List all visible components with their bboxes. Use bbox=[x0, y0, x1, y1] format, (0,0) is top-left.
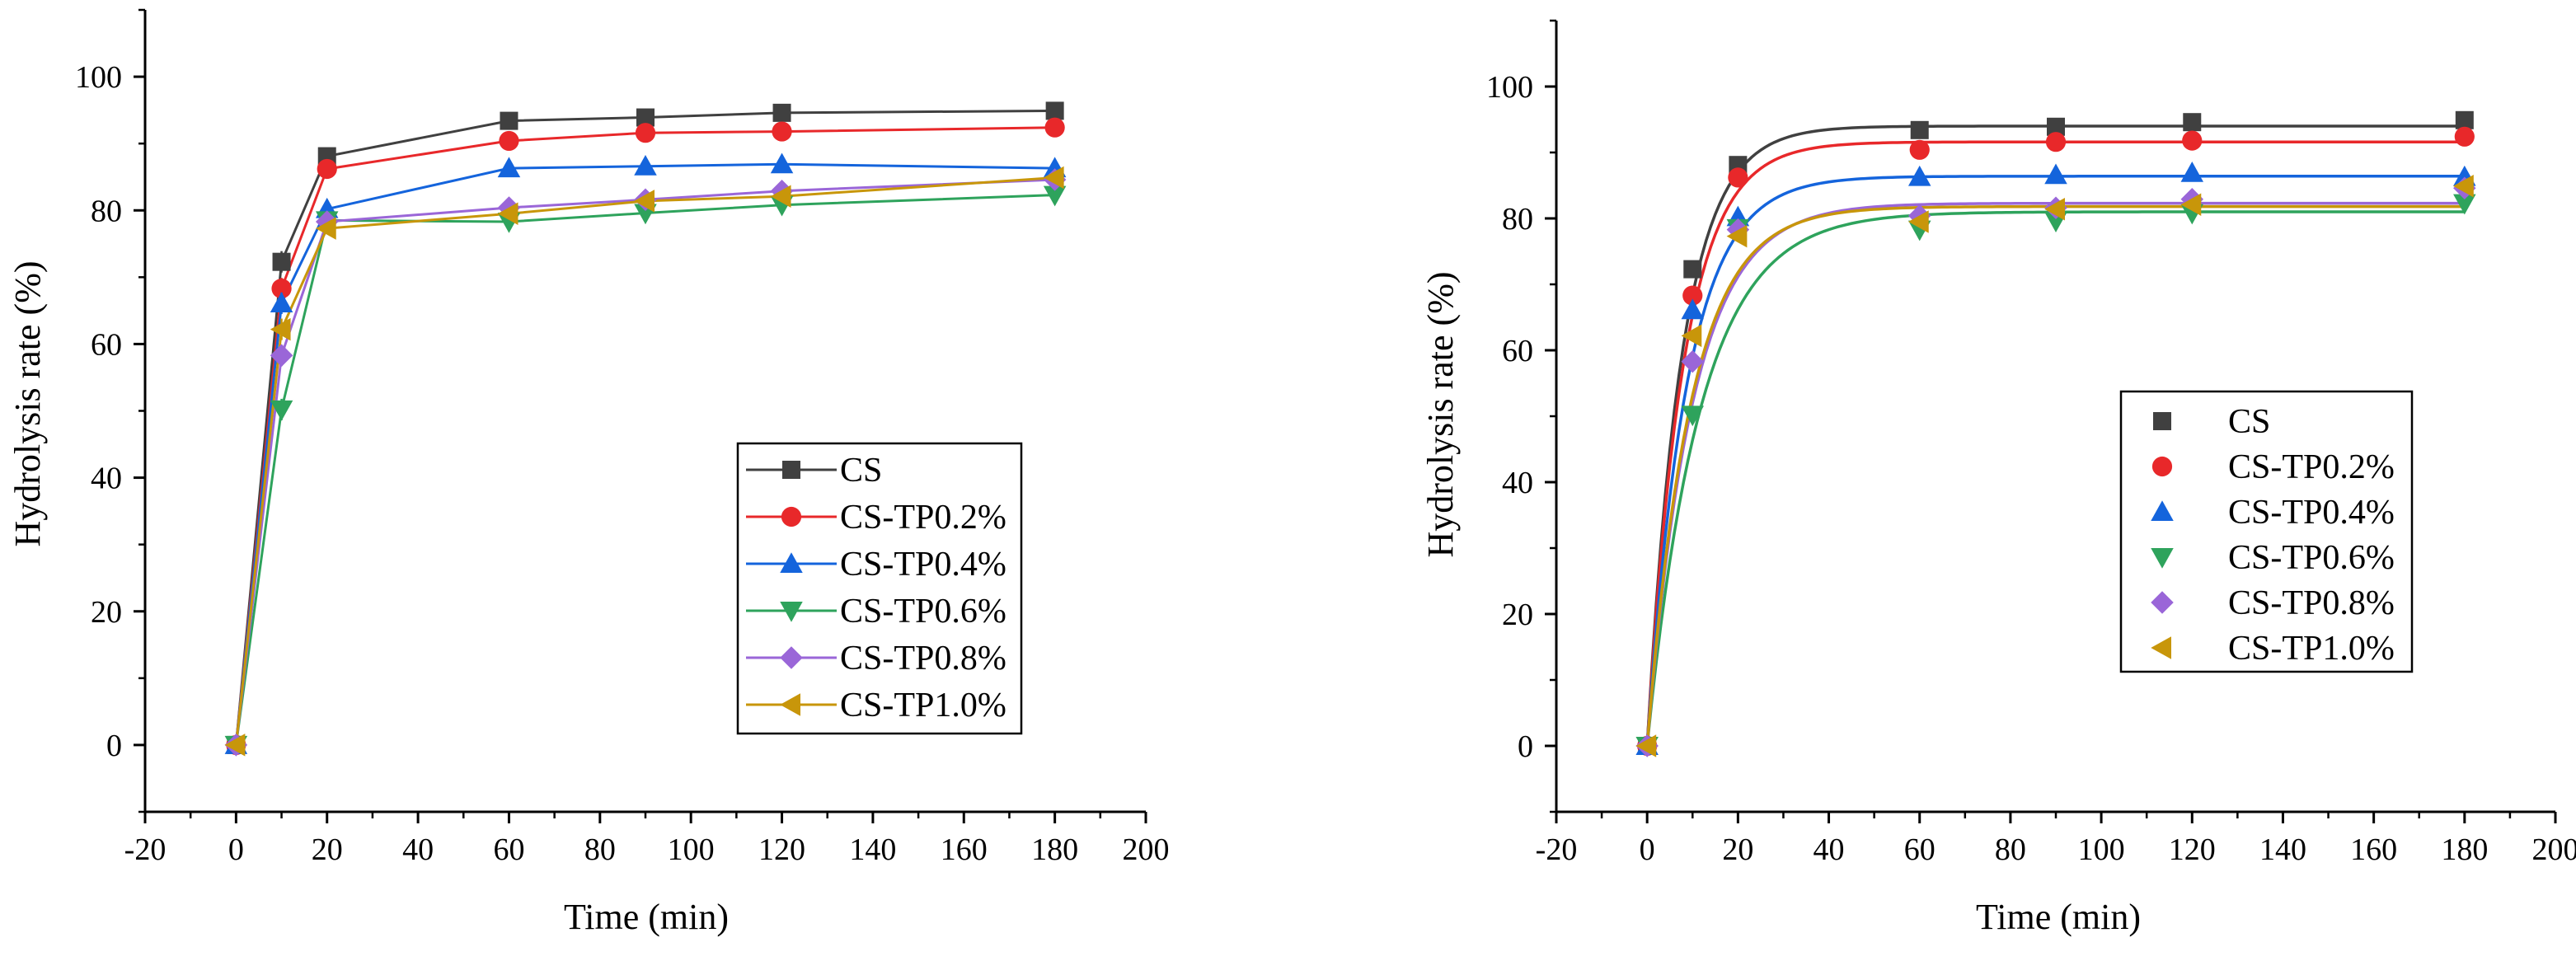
data-point bbox=[500, 112, 518, 130]
x-tick-label: -20 bbox=[124, 832, 167, 867]
x-tick-label: 140 bbox=[2259, 832, 2306, 867]
data-point bbox=[2182, 131, 2202, 151]
x-tick-label: 80 bbox=[1995, 832, 2026, 867]
data-point bbox=[771, 153, 794, 174]
x-tick-label: 20 bbox=[1722, 832, 1753, 867]
legend: CS CS-TP0.2% CS-TP0.4% CS-TP0.6% CS-TP0.8% CS… bbox=[2121, 391, 2412, 672]
data-point bbox=[1911, 121, 1929, 139]
y-tick-label: 20 bbox=[91, 595, 122, 630]
data-point bbox=[1046, 101, 1064, 120]
legend-label: CS-TP0.8% bbox=[2228, 584, 2395, 622]
y-tick-label: 100 bbox=[75, 60, 122, 95]
x-tick-label: 200 bbox=[1123, 832, 1170, 867]
data-point bbox=[2181, 162, 2204, 182]
legend-label: CS-TP0.4% bbox=[840, 546, 1006, 584]
x-tick-label: 100 bbox=[2078, 832, 2125, 867]
data-point bbox=[499, 131, 518, 151]
x-tick-label: 60 bbox=[1904, 832, 1936, 867]
y-tick-label: 100 bbox=[1486, 70, 1533, 105]
y-tick-label: 40 bbox=[1502, 466, 1533, 500]
data-point bbox=[2044, 163, 2067, 184]
data-point bbox=[636, 123, 655, 143]
x-tick-label: 100 bbox=[668, 832, 715, 867]
y-axis-title: Hydrolysis rate (%) bbox=[7, 260, 48, 546]
legend-label: CS bbox=[840, 452, 882, 490]
x-tick-label: 140 bbox=[849, 832, 896, 867]
data-point bbox=[317, 159, 337, 179]
y-tick-label: 60 bbox=[1502, 334, 1533, 368]
data-point bbox=[1910, 140, 1930, 160]
legend-marker bbox=[782, 461, 800, 479]
x-axis-title: Time (min) bbox=[564, 897, 729, 937]
legend-marker bbox=[781, 507, 801, 527]
x-tick-label: 0 bbox=[228, 832, 244, 867]
y-axis-title: Hydrolysis rate (%) bbox=[1420, 271, 1461, 557]
x-tick-label: 0 bbox=[1640, 832, 1655, 867]
x-tick-label: 40 bbox=[1814, 832, 1845, 867]
x-tick-label: 40 bbox=[402, 832, 434, 867]
legend-label: CS-TP0.6% bbox=[2228, 539, 2395, 577]
data-point bbox=[1682, 405, 1705, 426]
data-point bbox=[2046, 132, 2066, 152]
data-point bbox=[2455, 127, 2475, 147]
x-tick-label: 200 bbox=[2532, 832, 2576, 867]
legend-label: CS-TP0.2% bbox=[840, 499, 1006, 537]
x-tick-label: 160 bbox=[941, 832, 988, 867]
legend-label: CS-TP0.8% bbox=[840, 640, 1006, 677]
data-point bbox=[2183, 113, 2201, 131]
chart-panel-right: Time (min) Hydrolysis rate (%) -20 0 20 40 6… bbox=[1420, 21, 2576, 937]
data-point bbox=[772, 121, 791, 141]
legend-marker bbox=[2153, 412, 2171, 430]
legend-label: CS-TP0.2% bbox=[2228, 448, 2395, 486]
x-tick-label: -20 bbox=[1536, 832, 1578, 867]
chart-panel-left: Time (min) Hydrolysis rate (%) -20 0 20 40 6… bbox=[7, 10, 1170, 937]
x-tick-label: 160 bbox=[2350, 832, 2397, 867]
data-point bbox=[1683, 260, 1701, 279]
data-point bbox=[1045, 118, 1065, 138]
data-point bbox=[1682, 298, 1705, 319]
x-tick-label: 180 bbox=[2441, 832, 2488, 867]
legend: CS CS-TP0.2% CS-TP0.4% CS-TP0.6% CS-TP0.8% CS… bbox=[738, 443, 1021, 734]
legend-label: CS-TP0.6% bbox=[840, 593, 1006, 631]
data-point bbox=[273, 253, 291, 271]
data-point bbox=[270, 292, 293, 312]
legend-label: CS-TP1.0% bbox=[840, 687, 1006, 724]
y-tick-label: 0 bbox=[106, 729, 122, 763]
legend-label: CS-TP1.0% bbox=[2228, 630, 2395, 668]
x-tick-label: 20 bbox=[312, 832, 343, 867]
x-tick-label: 120 bbox=[758, 832, 805, 867]
data-point bbox=[773, 104, 791, 122]
x-axis-title: Time (min) bbox=[1976, 897, 2141, 937]
legend-label: CS bbox=[2228, 403, 2270, 441]
y-tick-label: 40 bbox=[91, 462, 122, 496]
y-tick-label: 80 bbox=[1502, 202, 1533, 237]
y-tick-label: 60 bbox=[91, 327, 122, 362]
legend-label: CS-TP0.4% bbox=[2228, 494, 2395, 532]
x-tick-label: 80 bbox=[584, 832, 616, 867]
x-tick-label: 120 bbox=[2169, 832, 2216, 867]
legend-marker bbox=[2152, 457, 2172, 476]
y-tick-label: 0 bbox=[1518, 729, 1533, 764]
y-tick-label: 20 bbox=[1502, 598, 1533, 632]
y-tick-label: 80 bbox=[91, 194, 122, 228]
x-tick-label: 60 bbox=[493, 832, 524, 867]
data-point bbox=[1728, 167, 1748, 187]
x-tick-label: 180 bbox=[1031, 832, 1078, 867]
data-point bbox=[2456, 111, 2474, 129]
